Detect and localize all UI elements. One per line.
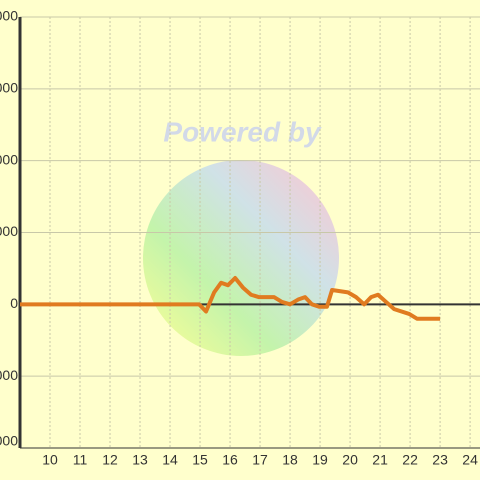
y-tick-label: 9,000	[0, 80, 18, 96]
x-tick-label: 17	[252, 452, 268, 468]
x-tick-label: 18	[282, 452, 298, 468]
x-tick-label: 19	[312, 452, 328, 468]
y-tick-label: -6,000	[0, 433, 18, 449]
line	[20, 275, 441, 321]
x-tick-label: 23	[432, 452, 448, 468]
x-tick-label: 15	[192, 452, 208, 468]
x-tick-label: 24	[462, 452, 478, 468]
x-tick-label: 14	[162, 452, 178, 468]
x-tick-label: 21	[372, 452, 388, 468]
x-tick-label: 12	[102, 452, 118, 468]
y-tick-label: 12,000	[0, 8, 18, 24]
y-tick-label: -3,000	[0, 367, 18, 383]
x-tick-label: 22	[402, 452, 418, 468]
x-tick-label: 13	[132, 452, 148, 468]
x-tick-label: 20	[342, 452, 358, 468]
x-tick-label: 16	[222, 452, 238, 468]
watermark: Powered by	[163, 116, 322, 147]
y-tick-label: 6,000	[0, 151, 18, 167]
watermark-logo	[143, 160, 339, 356]
x-tick-label: 10	[42, 452, 58, 468]
y-tick-label: 0	[10, 295, 18, 311]
y-tick-label: 3,000	[0, 223, 18, 239]
x-tick-label: 11	[73, 452, 88, 468]
